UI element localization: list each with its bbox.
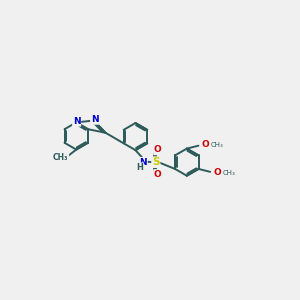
Text: N: N <box>73 117 80 126</box>
Text: O: O <box>154 170 162 179</box>
Text: O: O <box>202 140 210 149</box>
Text: CH₃: CH₃ <box>53 153 68 162</box>
Text: CH₃: CH₃ <box>210 142 223 148</box>
Text: H: H <box>136 163 143 172</box>
Text: CH₃: CH₃ <box>222 170 235 176</box>
Text: N: N <box>140 158 147 167</box>
Text: N: N <box>91 115 98 124</box>
Text: O: O <box>154 146 162 154</box>
Text: S: S <box>152 157 160 167</box>
Text: O: O <box>214 168 221 177</box>
